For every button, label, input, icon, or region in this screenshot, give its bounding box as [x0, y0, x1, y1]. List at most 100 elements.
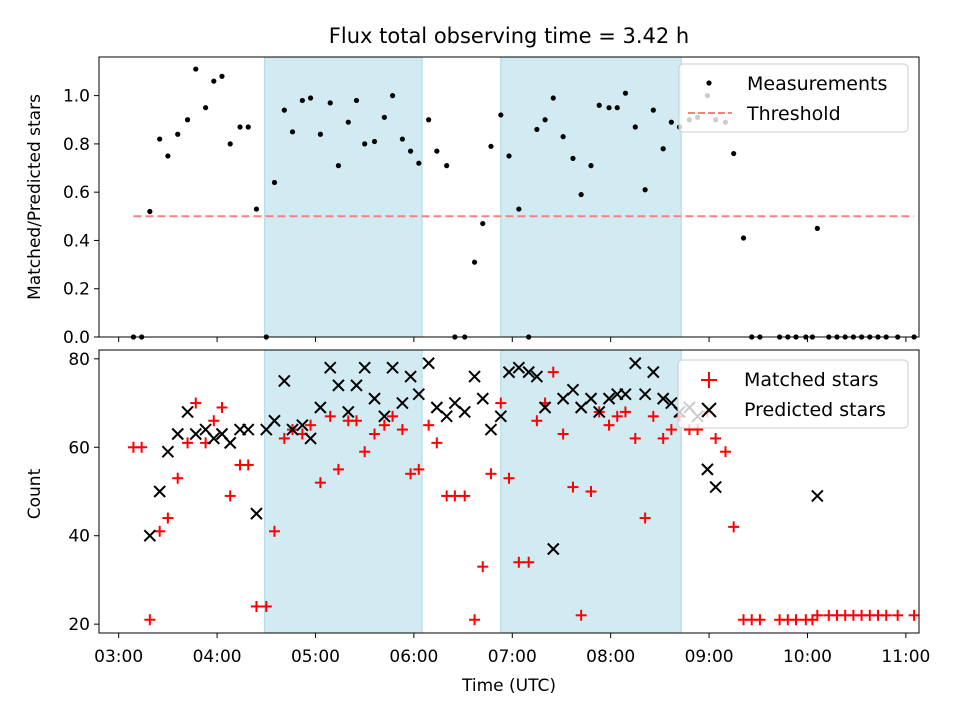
predicted-star-point-b [386, 361, 399, 374]
chart-title: Flux total observing time = 3.42 h [329, 24, 689, 48]
predicted-star-point-b [574, 401, 588, 414]
matched-star-point [172, 472, 184, 484]
matched-star-point [585, 486, 597, 497]
predicted-star-point [530, 370, 544, 383]
shaded-interval-1 [264, 56, 423, 338]
matched-star-point [378, 419, 390, 431]
predicted-star-point [629, 357, 642, 370]
measurement-point [227, 141, 233, 147]
matched-star-point [513, 556, 525, 568]
predicted-star-point-b [619, 388, 632, 401]
predicted-star-point [396, 396, 409, 410]
matched-star-point [314, 477, 326, 489]
bottom-legend: Matched stars Predicted stars [677, 359, 909, 429]
measurement-point [498, 112, 504, 118]
matched-star-point [216, 401, 228, 413]
predicted-star-point [512, 361, 526, 374]
predicted-star-point [592, 405, 606, 419]
predicted-star-point [332, 379, 345, 392]
top-x-ticks [118, 337, 907, 342]
predicted-star-point [522, 365, 535, 379]
predicted-star-point-b [811, 489, 824, 503]
predicted-star-point-b [171, 427, 184, 441]
predicted-star-point-b [440, 410, 453, 423]
predicted-star-point-b [448, 396, 462, 410]
predicted-star-point-b [476, 392, 489, 405]
measurement-point [660, 146, 666, 152]
matched-star-point [224, 490, 236, 502]
matched-star-point [268, 525, 280, 537]
shaded-interval-1 [264, 349, 423, 634]
matched-star-point [547, 366, 559, 378]
matched-star-point [459, 490, 471, 502]
measurement-point [814, 225, 820, 231]
top-y-axis-label: Matched/Predicted stars [25, 94, 45, 300]
matched-star-point [892, 609, 904, 621]
predicted-star-point-b [412, 388, 426, 401]
matched-star-point [405, 468, 417, 480]
x-tick-label: 03:00 [94, 647, 143, 667]
predicted-star-point [223, 436, 237, 450]
matched-star-point [332, 463, 344, 475]
measurement-point [480, 220, 486, 227]
predicted-star-point [619, 388, 632, 401]
predicted-star-point-b [332, 379, 345, 392]
predicted-star-point-b [468, 370, 481, 383]
predicted-star-point [286, 423, 299, 436]
predicted-star-point-b [422, 357, 435, 370]
predicted-star-point-b [324, 361, 337, 374]
matched-star-point [647, 410, 659, 422]
predicted-star-point [304, 432, 317, 445]
measurement-point [345, 119, 351, 125]
matched-star-point [567, 481, 579, 493]
predicted-star-point-b [458, 405, 471, 419]
measurement-point [165, 153, 171, 159]
predicted-star-point-b [215, 427, 229, 441]
predicted-star-point [314, 401, 327, 414]
x-tick-label: 04:00 [193, 647, 242, 667]
predicted-star-point-b [250, 507, 263, 520]
predicted-star-point-b [430, 401, 444, 414]
matched-star-point [790, 614, 802, 626]
predicted-star-point-b [278, 374, 291, 388]
y-tick-label: 80 [68, 350, 90, 370]
measurement-point [219, 73, 225, 79]
matched-star-point [495, 397, 507, 409]
x-tick-label: 05:00 [291, 647, 340, 667]
measurement-point [668, 119, 674, 125]
matched-star-point [665, 424, 677, 436]
y-tick-label: 1.0 [63, 87, 90, 107]
predicted-star-point [342, 405, 355, 419]
predicted-star-point-b [314, 401, 327, 414]
matched-star-point [503, 472, 515, 484]
measurement-point [184, 117, 191, 123]
predicted-star-point [189, 427, 202, 441]
measurement-point [516, 206, 522, 212]
x-tick-label: 09:00 [685, 647, 734, 667]
matched-star-point [719, 446, 731, 458]
measurement-point [614, 105, 620, 111]
measurement-point [588, 163, 594, 169]
bottom-data-marks [127, 357, 920, 626]
predicted-star-point [811, 489, 824, 503]
matched-star-point [369, 428, 381, 440]
predicted-star-point-b [404, 370, 417, 383]
top-panel: 0.0 0.2 0.4 0.6 0.8 1.0 Matched/Predicted sta… [25, 56, 920, 348]
measurement-point [362, 141, 368, 147]
matched-star-point [305, 419, 317, 431]
predicted-star-point [386, 361, 399, 374]
predicted-star-point-b [223, 436, 237, 450]
measurement-point [335, 163, 342, 169]
matched-star-point [182, 437, 194, 449]
predicted-star-point-b [396, 396, 409, 410]
predicted-star-point-b [484, 423, 498, 436]
predicted-star-point [502, 365, 516, 379]
measurement-point [408, 148, 414, 154]
predicted-star-point [324, 361, 337, 374]
matched-star-point [396, 424, 408, 436]
predicted-star-point-b [189, 427, 202, 441]
measurement-point [731, 150, 737, 157]
measurement-point [596, 102, 602, 108]
legend-predicted-marker [701, 402, 717, 418]
